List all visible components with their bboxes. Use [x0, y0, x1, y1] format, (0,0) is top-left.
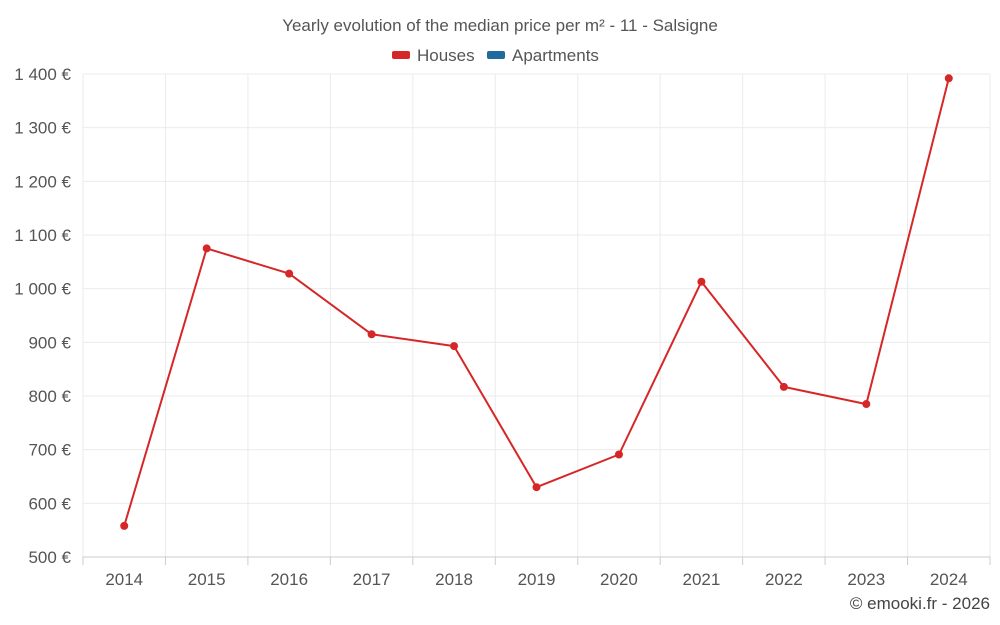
- legend-swatch-houses: [392, 51, 410, 59]
- data-point-houses-2024[interactable]: [944, 74, 953, 83]
- data-point-houses-2019[interactable]: [532, 483, 541, 492]
- legend-label-apartments: Apartments: [512, 46, 599, 65]
- y-tick-label: 1 100 €: [14, 226, 71, 245]
- credit-text: © emooki.fr - 2026: [850, 594, 990, 613]
- y-tick-label: 1 000 €: [14, 280, 71, 299]
- x-tick-label: 2021: [682, 570, 720, 589]
- x-tick-label: 2015: [188, 570, 226, 589]
- axes: 500 € 600 € 700 € 800 € 900 € 1 000 € 1 100 € 1…: [14, 65, 991, 589]
- y-tick-label: 500 €: [28, 548, 71, 567]
- y-tick-label: 900 €: [28, 333, 71, 352]
- chart-title: Yearly evolution of the median price per…: [282, 16, 718, 35]
- grid: [82, 73, 991, 557]
- x-tick-label: 2023: [847, 570, 885, 589]
- x-tick-label: 2019: [518, 570, 556, 589]
- legend: Houses Apartments: [392, 46, 599, 65]
- data-point-houses-2018[interactable]: [450, 342, 459, 351]
- y-tick-label: 1 200 €: [14, 172, 71, 191]
- series-houses: [120, 74, 953, 530]
- data-point-houses-2014[interactable]: [120, 521, 129, 530]
- y-tick-label: 1 400 €: [14, 65, 71, 84]
- data-point-houses-2023[interactable]: [862, 400, 871, 409]
- data-point-houses-2017[interactable]: [367, 330, 376, 339]
- x-tick-label: 2018: [435, 570, 473, 589]
- y-tick-label: 1 300 €: [14, 119, 71, 138]
- x-tick-label: 2016: [270, 570, 308, 589]
- y-tick-label: 700 €: [28, 441, 71, 460]
- data-point-houses-2020[interactable]: [614, 450, 623, 459]
- legend-item-houses[interactable]: Houses: [392, 46, 475, 65]
- x-tick-label: 2022: [765, 570, 803, 589]
- x-tick-label: 2017: [353, 570, 391, 589]
- y-tick-label: 800 €: [28, 387, 71, 406]
- data-point-houses-2015[interactable]: [202, 244, 211, 253]
- x-tick-label: 2014: [105, 570, 143, 589]
- legend-item-apartments[interactable]: Apartments: [487, 46, 599, 65]
- data-point-houses-2022[interactable]: [779, 382, 788, 391]
- y-tick-label: 600 €: [28, 494, 71, 513]
- legend-label-houses: Houses: [417, 46, 475, 65]
- x-tick-label: 2024: [930, 570, 968, 589]
- x-tick-label: 2020: [600, 570, 638, 589]
- data-point-houses-2016[interactable]: [285, 269, 294, 278]
- data-point-houses-2021[interactable]: [697, 277, 706, 286]
- legend-swatch-apartments: [487, 51, 505, 59]
